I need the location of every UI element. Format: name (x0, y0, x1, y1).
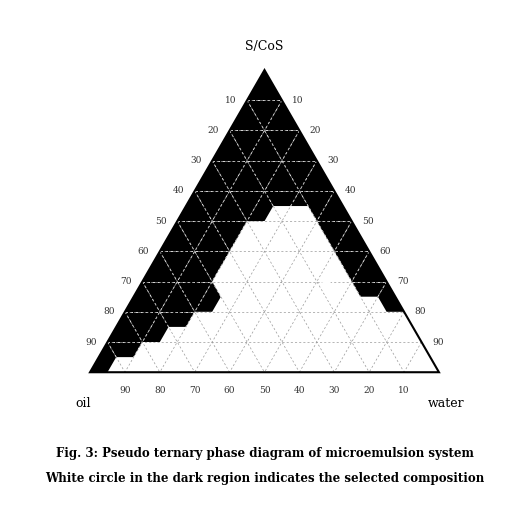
Text: 50: 50 (259, 386, 270, 395)
Text: 60: 60 (380, 247, 391, 256)
Text: 40: 40 (294, 386, 305, 395)
Text: 70: 70 (121, 277, 132, 286)
Text: 90: 90 (119, 386, 131, 395)
Text: 90: 90 (432, 337, 443, 346)
Text: 80: 80 (103, 308, 114, 316)
Text: 30: 30 (190, 156, 202, 165)
Text: oil: oil (75, 396, 91, 410)
Polygon shape (90, 206, 439, 372)
Text: 70: 70 (189, 386, 200, 395)
Text: 60: 60 (138, 247, 149, 256)
Text: 20: 20 (310, 126, 321, 135)
Text: 30: 30 (329, 386, 340, 395)
Text: 90: 90 (86, 337, 97, 346)
Text: 20: 20 (363, 386, 375, 395)
Text: 10: 10 (293, 96, 304, 105)
Text: 70: 70 (397, 277, 408, 286)
Text: 80: 80 (154, 386, 166, 395)
Text: White circle in the dark region indicates the selected composition: White circle in the dark region indicate… (45, 472, 484, 485)
Polygon shape (90, 70, 439, 372)
Text: 50: 50 (155, 217, 167, 226)
Text: 30: 30 (327, 156, 339, 165)
Text: water: water (427, 396, 464, 410)
Text: Fig. 3: Pseudo ternary phase diagram of microemulsion system: Fig. 3: Pseudo ternary phase diagram of … (56, 447, 473, 460)
Text: 20: 20 (208, 126, 219, 135)
Text: 60: 60 (224, 386, 235, 395)
Text: 10: 10 (398, 386, 410, 395)
Text: 10: 10 (225, 96, 236, 105)
Text: 80: 80 (415, 308, 426, 316)
Text: S/CoS: S/CoS (245, 39, 284, 53)
Text: 40: 40 (345, 186, 356, 195)
Text: 50: 50 (362, 217, 374, 226)
Text: 40: 40 (173, 186, 184, 195)
